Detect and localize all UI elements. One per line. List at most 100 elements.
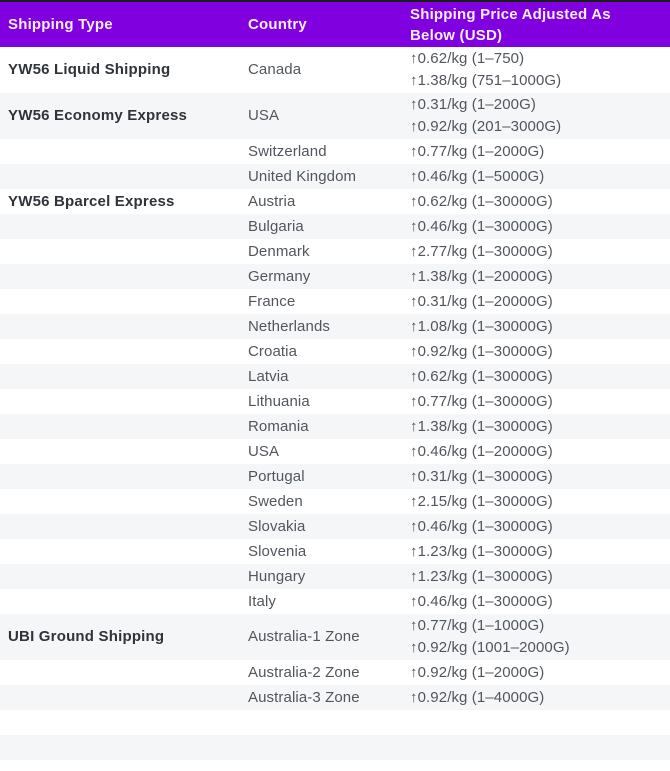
shipping-type-cell <box>0 589 240 614</box>
shipping-type-cell <box>0 139 240 164</box>
price-line: ↑1.38/kg (1–20000G) <box>410 267 553 285</box>
table-row: France ↑0.31/kg (1–20000G) <box>0 289 670 314</box>
shipping-type-cell: YW56 Economy Express <box>0 93 240 139</box>
price-line: ↑1.23/kg (1–30000G) <box>410 542 553 560</box>
price-cell: ↑0.46/kg (1–30000G) <box>402 514 670 539</box>
country-cell: Italy <box>248 592 277 610</box>
table-body: YW56 Liquid Shipping Canada ↑0.62/kg (1–75… <box>0 47 670 760</box>
shipping-type-cell <box>0 735 240 760</box>
country-cell: Sweden <box>248 492 303 510</box>
table-row: Romania ↑1.38/kg (1–30000G) <box>0 414 670 439</box>
table-row: Australia-2 Zone ↑0.92/kg (1–2000G) <box>0 660 670 685</box>
price-line: ↑0.46/kg (1–5000G) <box>410 167 545 185</box>
shipping-type-cell <box>0 685 240 710</box>
price-line: ↑2.15/kg (1–30000G) <box>410 492 553 510</box>
country-cell: Croatia <box>248 342 298 360</box>
price-line: ↑0.92/kg (1–30000G) <box>410 342 553 360</box>
country-cell: Australia-3 Zone <box>240 685 402 710</box>
price-line: ↑0.62/kg (1–750) <box>410 50 525 67</box>
shipping-type-cell <box>0 439 240 464</box>
shipping-type-cell: UBI Ground Shipping <box>0 614 240 660</box>
price-line: ↑0.77/kg (1–2000G) <box>410 142 545 160</box>
price-line: ↑0.31/kg (1–20000G) <box>410 292 553 310</box>
table-row: Portugal ↑0.31/kg (1–30000G) <box>0 464 670 489</box>
price-line: ↑0.92/kg (1–4000G) <box>410 688 545 706</box>
price-line: ↑0.77/kg (1–1000G) <box>410 617 545 634</box>
shipping-type-cell <box>0 239 240 264</box>
shipping-type-cell <box>0 514 240 539</box>
price-cell: ↑0.92/kg (1–2000G) <box>402 660 670 685</box>
price-cell: ↑0.62/kg (1–750) ↑1.38/kg (751–1000G) <box>402 47 670 93</box>
country-cell: Australia-2 Zone <box>248 663 360 681</box>
table-row <box>0 735 670 760</box>
shipping-type-cell <box>0 464 240 489</box>
country-cell: Romania <box>240 414 402 439</box>
country-cell <box>240 735 402 760</box>
price-cell: ↑0.62/kg (1–30000G) <box>402 189 670 214</box>
price-line: ↑0.92/kg (1001–2000G) <box>410 639 570 656</box>
country-cell: United Kingdom <box>240 164 402 189</box>
price-cell: ↑2.15/kg (1–30000G) <box>402 489 670 514</box>
price-cell: ↑0.77/kg (1–30000G) <box>402 389 670 414</box>
shipping-type-cell <box>0 489 240 514</box>
price-line: ↑0.92/kg (201–3000G) <box>410 118 562 135</box>
price-cell: ↑0.92/kg (1–30000G) <box>402 339 670 364</box>
shipping-type-cell <box>0 314 240 339</box>
shipping-type-cell <box>0 364 240 389</box>
price-cell: ↑1.08/kg (1–30000G) <box>402 314 670 339</box>
table-row: Switzerland ↑0.77/kg (1–2000G) <box>0 139 670 164</box>
table-row: Italy ↑0.46/kg (1–30000G) <box>0 589 670 614</box>
country-cell: Latvia <box>240 364 402 389</box>
price-cell: ↑0.46/kg (1–5000G) <box>402 164 670 189</box>
price-cell: ↑2.77/kg (1–30000G) <box>402 239 670 264</box>
country-cell: Lithuania <box>248 392 310 410</box>
price-line: ↑1.38/kg (751–1000G) <box>410 72 562 89</box>
top-border <box>0 0 670 2</box>
price-cell: ↑0.77/kg (1–1000G) ↑0.92/kg (1001–2000G) <box>402 614 670 660</box>
country-cell: France <box>248 292 296 310</box>
header-shipping-type: Shipping Type <box>0 2 240 47</box>
shipping-type-cell: YW56 Bparcel Express <box>8 192 175 210</box>
price-cell: ↑0.46/kg (1–30000G) <box>402 589 670 614</box>
shipping-type-cell <box>0 339 240 364</box>
country-cell: USA <box>248 442 280 460</box>
country-cell: Austria <box>248 192 296 210</box>
header-country: Country <box>240 2 402 47</box>
country-cell: Portugal <box>240 464 402 489</box>
price-line: ↑0.31/kg (1–30000G) <box>410 467 553 485</box>
table-row: Slovakia ↑0.46/kg (1–30000G) <box>0 514 670 539</box>
price-line: ↑0.62/kg (1–30000G) <box>410 367 553 385</box>
country-cell: Germany <box>240 264 402 289</box>
header-shipping-type-label: Shipping Type <box>8 16 113 33</box>
country-cell <box>240 710 402 735</box>
country-cell: USA <box>240 93 402 139</box>
table-row: Croatia ↑0.92/kg (1–30000G) <box>0 339 670 364</box>
shipping-type-cell <box>0 214 240 239</box>
price-line: ↑1.23/kg (1–30000G) <box>410 567 553 585</box>
shipping-type-cell <box>0 164 240 189</box>
table-row: Sweden ↑2.15/kg (1–30000G) <box>0 489 670 514</box>
country-cell: Netherlands <box>240 314 402 339</box>
price-line: ↑0.92/kg (1–2000G) <box>410 663 545 681</box>
shipping-type-cell <box>0 710 240 735</box>
table-row <box>0 710 670 735</box>
country-cell: Slovakia <box>240 514 402 539</box>
price-cell: ↑0.92/kg (1–4000G) <box>402 685 670 710</box>
shipping-type-cell <box>0 264 240 289</box>
table-row: Hungary ↑1.23/kg (1–30000G) <box>0 564 670 589</box>
price-cell: ↑0.46/kg (1–20000G) <box>402 439 670 464</box>
price-line: ↑0.46/kg (1–20000G) <box>410 442 553 460</box>
header-country-label: Country <box>248 16 307 33</box>
price-line: ↑1.38/kg (1–30000G) <box>410 417 553 435</box>
price-cell: ↑1.23/kg (1–30000G) <box>402 564 670 589</box>
shipping-type-cell <box>0 389 240 414</box>
country-cell: Australia-1 Zone <box>240 614 402 660</box>
table-row: United Kingdom ↑0.46/kg (1–5000G) <box>0 164 670 189</box>
table-row: Denmark ↑2.77/kg (1–30000G) <box>0 239 670 264</box>
price-cell: ↑0.62/kg (1–30000G) <box>402 364 670 389</box>
table-row: Germany ↑1.38/kg (1–20000G) <box>0 264 670 289</box>
price-cell: ↑1.38/kg (1–20000G) <box>402 264 670 289</box>
table-row: YW56 Economy Express USA ↑0.31/kg (1–200G)… <box>0 93 670 139</box>
price-cell: ↑1.38/kg (1–30000G) <box>402 414 670 439</box>
header-price: Shipping Price Adjusted As Below (USD) <box>402 2 670 47</box>
